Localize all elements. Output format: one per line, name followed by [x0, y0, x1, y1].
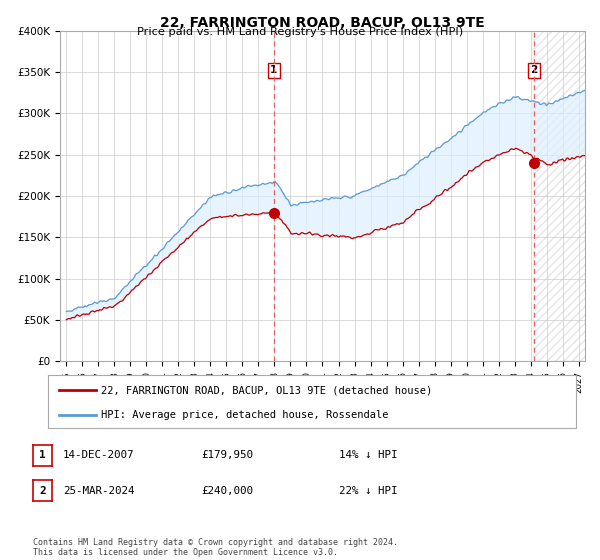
Text: Contains HM Land Registry data © Crown copyright and database right 2024.
This d: Contains HM Land Registry data © Crown c… — [33, 538, 398, 557]
Text: 22% ↓ HPI: 22% ↓ HPI — [339, 486, 397, 496]
Text: 14-DEC-2007: 14-DEC-2007 — [63, 450, 134, 460]
Text: HPI: Average price, detached house, Rossendale: HPI: Average price, detached house, Ross… — [101, 410, 388, 420]
Text: Price paid vs. HM Land Registry's House Price Index (HPI): Price paid vs. HM Land Registry's House … — [137, 27, 463, 37]
Text: £179,950: £179,950 — [201, 450, 253, 460]
Text: 1: 1 — [39, 450, 46, 460]
Text: 2: 2 — [39, 486, 46, 496]
Text: 25-MAR-2024: 25-MAR-2024 — [63, 486, 134, 496]
Title: 22, FARRINGTON ROAD, BACUP, OL13 9TE: 22, FARRINGTON ROAD, BACUP, OL13 9TE — [160, 16, 485, 30]
Text: 2: 2 — [530, 66, 538, 76]
Text: 22, FARRINGTON ROAD, BACUP, OL13 9TE (detached house): 22, FARRINGTON ROAD, BACUP, OL13 9TE (de… — [101, 385, 432, 395]
Text: 1: 1 — [270, 66, 277, 76]
Text: £240,000: £240,000 — [201, 486, 253, 496]
Text: 14% ↓ HPI: 14% ↓ HPI — [339, 450, 397, 460]
